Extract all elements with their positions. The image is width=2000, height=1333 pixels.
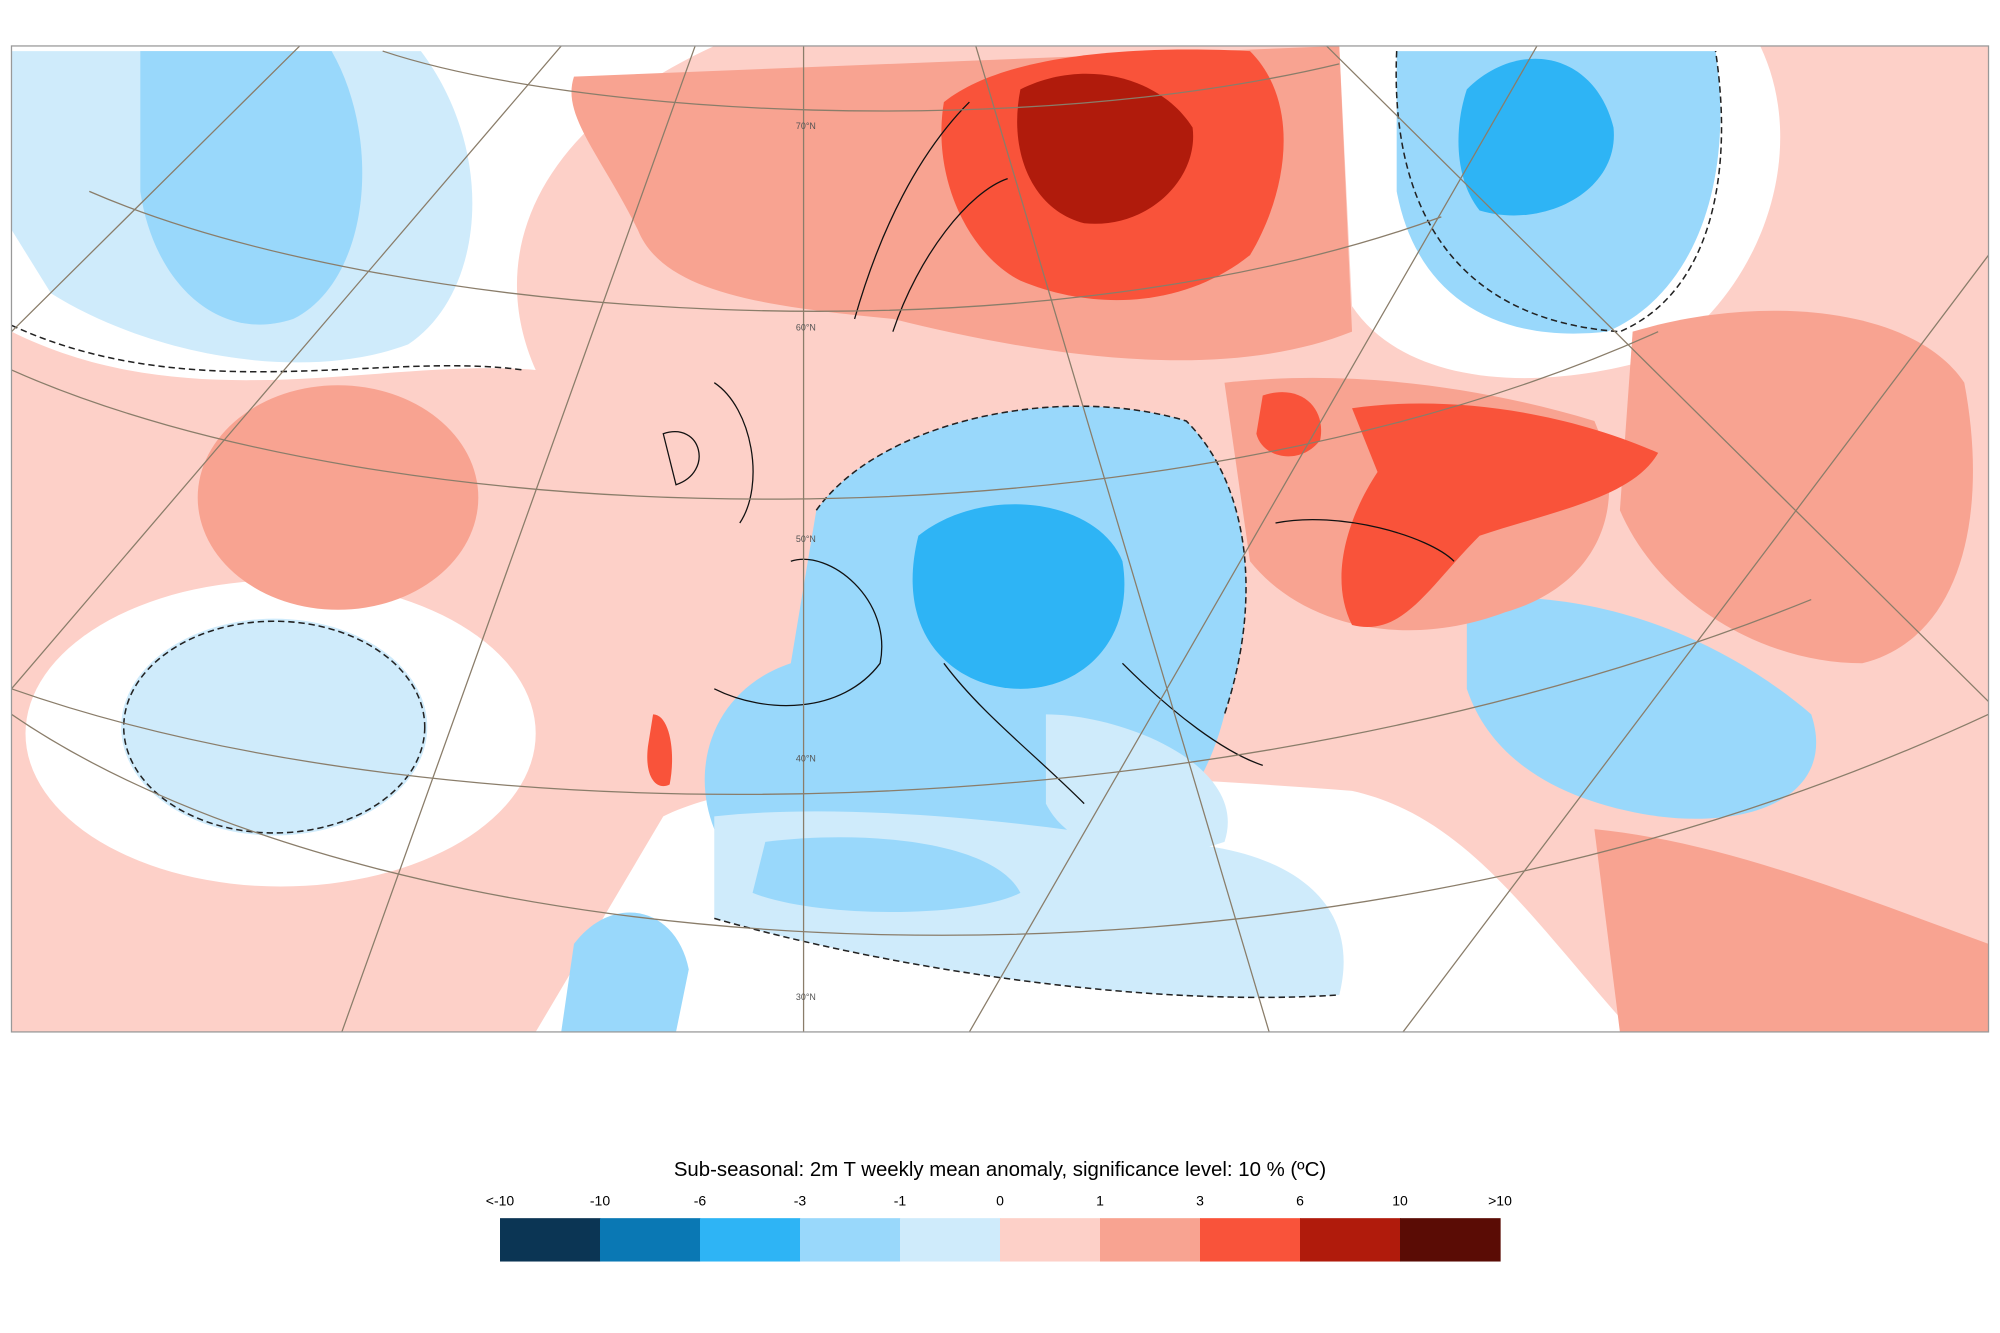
anomaly-area [197, 385, 479, 610]
latitude-label: 70°N [796, 121, 816, 131]
anomaly-area [912, 504, 1125, 689]
latitude-label: 50°N [796, 534, 816, 544]
legend-label: 0 [996, 1192, 1004, 1208]
legend-label: >10 [1488, 1192, 1512, 1208]
legend-swatch [800, 1218, 901, 1262]
legend-label: 10 [1392, 1192, 1408, 1208]
legend: <-10 -10 -6 -3 -1 0 1 3 6 10 >10 [486, 1192, 1512, 1262]
latitude-labels: 70°N 60°N 50°N 40°N 30°N [796, 121, 816, 1002]
legend-label: -1 [894, 1192, 907, 1208]
legend-label: 1 [1096, 1192, 1104, 1208]
anomaly-area [1458, 58, 1614, 216]
significance-contour [714, 917, 1340, 999]
latitude-label: 30°N [796, 992, 816, 1002]
legend-label: 6 [1296, 1192, 1304, 1208]
map [11, 45, 1989, 1032]
legend-swatch [600, 1218, 701, 1262]
legend-swatch [899, 1218, 1001, 1262]
latitude-label: 60°N [796, 322, 816, 332]
anomaly-area [647, 714, 673, 787]
anomaly-area [1341, 403, 1659, 628]
legend-swatch [1000, 1218, 1101, 1262]
legend-swatch [1200, 1218, 1301, 1262]
graticule [11, 45, 1989, 1032]
anomaly-area [752, 837, 1021, 913]
legend-label: 3 [1196, 1192, 1204, 1208]
anomaly-area [1017, 73, 1194, 224]
map-frame [10, 45, 1990, 1033]
legend-swatch [1100, 1218, 1201, 1262]
coastline [662, 101, 1455, 805]
anomaly-area [121, 618, 428, 836]
legend-label: -3 [794, 1192, 807, 1208]
legend-swatch [1400, 1218, 1501, 1262]
anomaly-area [1619, 310, 1973, 664]
legend-swatch [1300, 1218, 1401, 1262]
legend-label: -10 [590, 1192, 610, 1208]
latitude-label: 40°N [796, 754, 816, 764]
anomaly-area [1256, 392, 1322, 457]
anomaly-area [561, 912, 689, 1032]
legend-swatch [500, 1218, 601, 1262]
significance-contour [122, 620, 426, 834]
anomaly-area [1594, 829, 1989, 1032]
legend-swatch [700, 1218, 801, 1262]
anomaly-area [140, 51, 363, 325]
legend-label: <-10 [486, 1192, 515, 1208]
legend-label: -6 [694, 1192, 707, 1208]
graticule [11, 50, 1989, 936]
anomaly-area [1466, 597, 1817, 819]
legend-title: Sub-seasonal: 2m T weekly mean anomaly, … [674, 1159, 1326, 1181]
significance-contour [815, 405, 1247, 715]
